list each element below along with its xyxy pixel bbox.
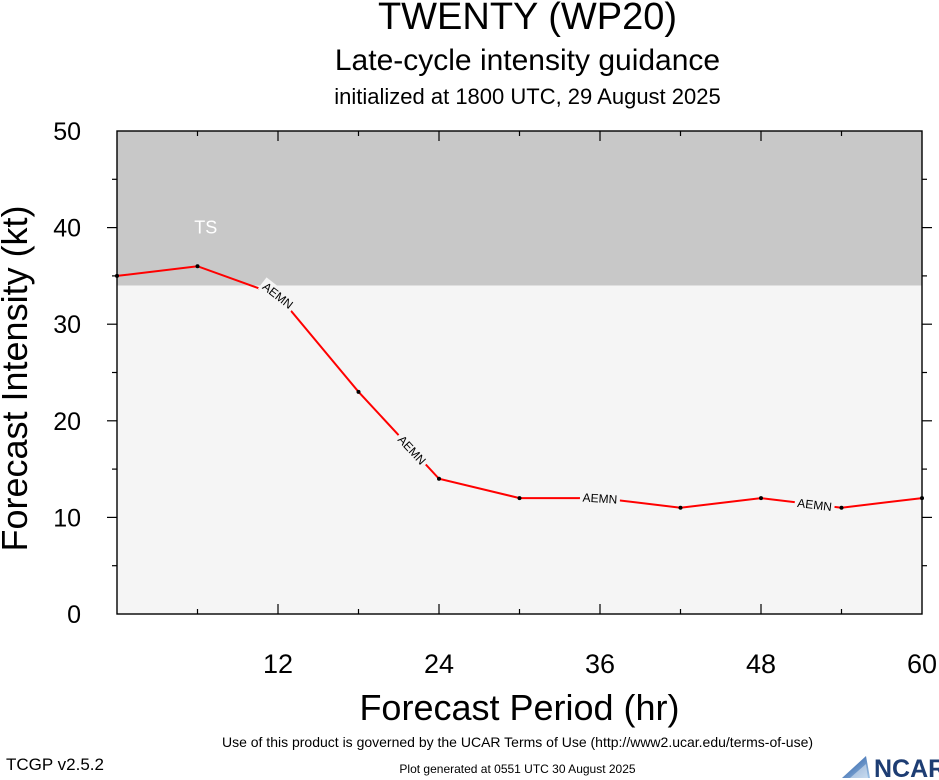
data-point <box>759 496 763 501</box>
data-point <box>517 496 522 501</box>
intensity-chart: TS 12 24 36 48 60 0 10 20 30 40 50 Forecast Period (… <box>0 118 937 728</box>
data-point <box>839 505 844 510</box>
chart-subtitle: Late-cycle intensity guidance <box>334 44 721 77</box>
chart-title: TWENTY (WP20) <box>377 0 678 38</box>
x-tick-label: 24 <box>424 649 454 679</box>
intensity-band <box>117 285 922 614</box>
data-point <box>356 389 361 394</box>
x-tick-label: 12 <box>263 649 293 679</box>
series-label-background <box>393 430 431 470</box>
series-label-text: AEMN <box>797 496 833 514</box>
data-point <box>115 273 119 278</box>
series-label-background <box>793 495 836 514</box>
band-label: TS <box>194 218 217 238</box>
x-tick-label: 48 <box>746 649 776 679</box>
intensity-band <box>117 131 922 286</box>
y-tick-label: 0 <box>67 601 81 629</box>
series-inline-label: AEMN <box>579 489 621 507</box>
series-label-text: AEMN <box>582 491 617 507</box>
data-point <box>195 264 200 269</box>
svg-text:NCAR: NCAR <box>874 755 939 780</box>
y-tick-label: 10 <box>53 504 81 532</box>
x-axis-label: Forecast Period (hr) <box>359 687 679 728</box>
y-axis-label: Forecast Intensity (kt) <box>0 205 35 551</box>
y-tick-label: 30 <box>53 311 81 339</box>
x-tick-label: 36 <box>585 649 615 679</box>
y-tick-label: 40 <box>53 215 81 243</box>
series-inline-label: AEMN <box>793 495 836 514</box>
y-tick-label: 50 <box>53 118 81 146</box>
terms-of-use-text: Use of this product is governed by the U… <box>221 734 814 750</box>
data-point <box>437 476 441 481</box>
generated-time-text: Plot generated at 0551 UTC 30 August 202… <box>399 762 636 776</box>
version-label: TCGP v2.5.2 <box>6 755 104 774</box>
series-label-background <box>579 489 621 507</box>
x-tick-label: 60 <box>907 649 937 679</box>
data-point <box>678 505 683 510</box>
y-tick-label: 20 <box>53 408 81 436</box>
ncar-logo: NCAR <box>842 755 939 780</box>
series-label-background <box>257 277 299 314</box>
init-time-line: initialized at 1800 UTC, 29 August 2025 <box>334 84 721 109</box>
data-point <box>920 496 924 501</box>
